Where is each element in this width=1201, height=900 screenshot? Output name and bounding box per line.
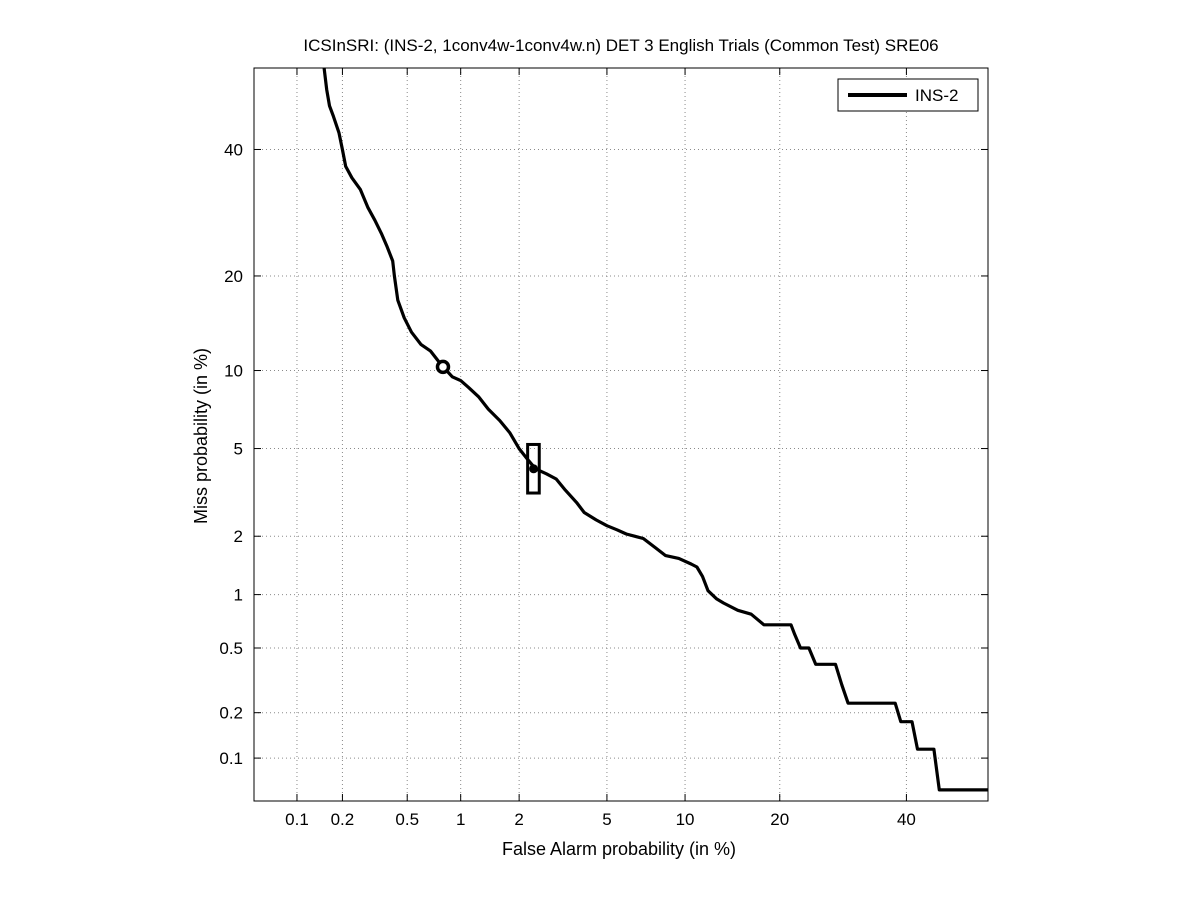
y-tick-label: 0.5: [219, 639, 243, 658]
series-layer: [322, 68, 988, 792]
x-tick-label: 2: [514, 810, 523, 829]
y-tick-label: 40: [224, 140, 243, 159]
x-tick-label: 10: [676, 810, 695, 829]
marker-layer: [435, 359, 541, 495]
x-tick-label: 20: [770, 810, 789, 829]
y-axis-title: Miss probability (in %): [191, 348, 211, 524]
actual-dcf-confidence-box: [526, 442, 541, 495]
chart-title: ICSInSRI: (INS-2, 1conv4w-1conv4w.n) DET…: [303, 36, 938, 55]
plot-area: [254, 68, 988, 801]
plot-frame: [253, 67, 989, 802]
y-tick-label: 1: [234, 586, 243, 605]
legend-label-ins-2: INS-2: [915, 86, 958, 105]
x-tick-label: 0.5: [395, 810, 419, 829]
x-axis-title: False Alarm probability (in %): [502, 839, 736, 859]
x-tick-label: 0.2: [331, 810, 355, 829]
y-tick-label: 0.1: [219, 749, 243, 768]
actual-dcf-point-marker: [529, 464, 539, 474]
series-line-ins-2: [322, 68, 988, 792]
y-tick-label: 20: [224, 267, 243, 286]
y-tick-label: 5: [234, 440, 243, 459]
y-tick-label: 2: [234, 527, 243, 546]
y-tick-label: 10: [224, 362, 243, 381]
x-tick-label: 1: [456, 810, 465, 829]
x-tick-label: 40: [897, 810, 916, 829]
y-tick-label: 0.2: [219, 704, 243, 723]
y-axis: 0.1 0.2 0.5 1 2 5 10 20 40: [219, 140, 988, 768]
legend: INS-2: [837, 78, 979, 112]
min-dcf-circle-marker: [435, 359, 451, 375]
x-axis: 0.1 0.2 0.5 1 2 5 10 20 40: [285, 68, 916, 829]
x-tick-label: 5: [602, 810, 611, 829]
x-tick-label: 0.1: [285, 810, 309, 829]
